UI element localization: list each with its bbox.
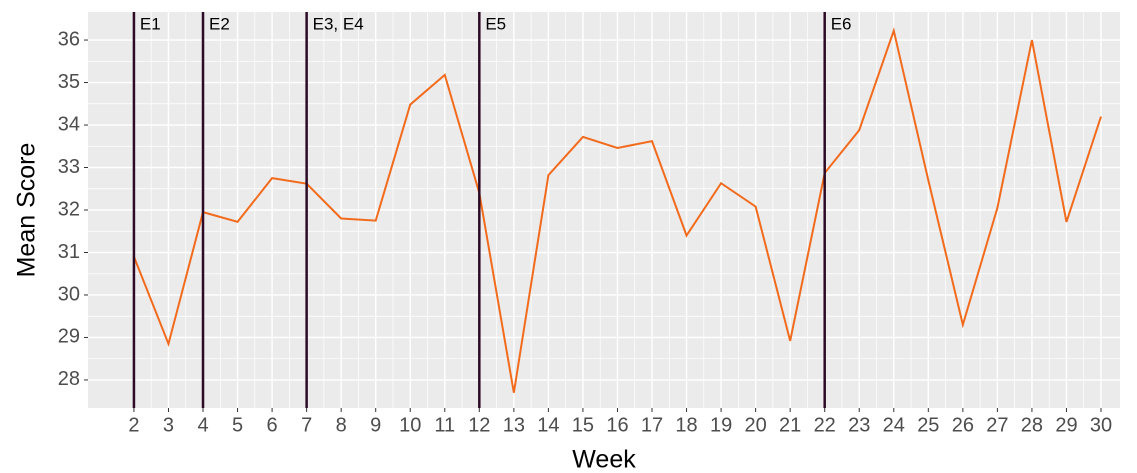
x-tick-label: 24 — [883, 414, 905, 436]
event-label: E6 — [831, 14, 852, 33]
y-tick-label: 32 — [58, 198, 80, 220]
x-tick-label: 16 — [606, 414, 628, 436]
x-tick-label: 29 — [1055, 414, 1077, 436]
event-label: E3, E4 — [313, 14, 364, 33]
x-tick-label: 13 — [503, 414, 525, 436]
x-tick-label: 11 — [434, 414, 455, 436]
x-tick-label: 18 — [675, 414, 697, 436]
line — [133, 27, 1102, 393]
y-tick-label: 36 — [58, 28, 80, 50]
x-tick-label: 6 — [267, 414, 278, 436]
x-tick-label: 10 — [399, 414, 421, 436]
y-axis-title: Mean Score — [13, 143, 41, 278]
x-tick-label: 17 — [641, 414, 663, 436]
x-tick-label: 4 — [197, 414, 208, 436]
x-tick-label: 19 — [710, 414, 732, 436]
event-label: E5 — [485, 14, 506, 33]
event-label: E1 — [140, 14, 161, 33]
x-tick-label: 22 — [814, 414, 836, 436]
x-tick-label: 23 — [848, 414, 870, 436]
x-tick-label: 7 — [301, 414, 312, 436]
x-tick-label: 8 — [336, 414, 347, 436]
y-tick-label: 33 — [58, 156, 80, 178]
x-tick-label: 3 — [163, 414, 174, 436]
x-tick-label: 5 — [232, 414, 243, 436]
x-tick-label: 15 — [572, 414, 594, 436]
y-tick-label: 30 — [58, 283, 80, 305]
y-tick-label: 34 — [58, 113, 80, 135]
event-label: E2 — [209, 14, 230, 33]
x-tick-label: 26 — [952, 414, 974, 436]
x-tick-label: 27 — [986, 414, 1008, 436]
x-tick-label: 30 — [1090, 414, 1112, 436]
y-tick-label: 35 — [58, 71, 80, 93]
x-tick-label: 28 — [1021, 414, 1043, 436]
x-axis-title: Week — [572, 446, 636, 473]
x-tick-label: 25 — [917, 414, 939, 436]
x-tick-label: 21 — [779, 414, 801, 436]
x-tick-label: 2 — [128, 414, 139, 436]
x-tick-label: 9 — [370, 414, 381, 436]
x-tick-label: 20 — [744, 414, 766, 436]
x-tick-label: 14 — [537, 414, 559, 436]
y-tick-label: 28 — [58, 368, 80, 390]
x-tick-label: 12 — [468, 414, 490, 436]
y-tick-label: 29 — [58, 326, 80, 348]
y-tick-label: 31 — [58, 241, 80, 263]
